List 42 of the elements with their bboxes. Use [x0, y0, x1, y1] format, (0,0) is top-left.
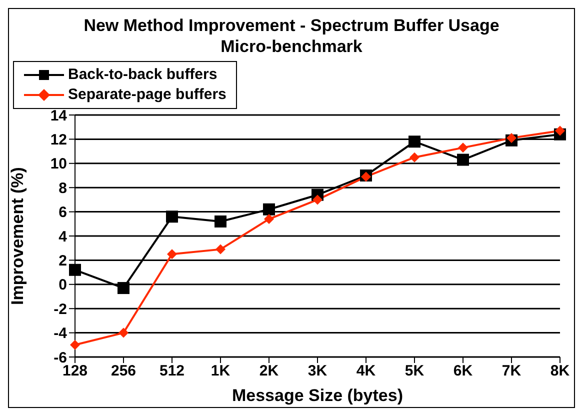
- x-tick-label: 1K: [210, 362, 230, 380]
- point: [408, 136, 420, 148]
- x-tick-label: 3K: [308, 362, 328, 380]
- point: [410, 152, 420, 162]
- y-tick-label: 6: [58, 204, 67, 222]
- legend-label: Back-to-back buffers: [68, 65, 218, 85]
- point: [167, 249, 177, 260]
- chart-title: New Method Improvement - Spectrum Buffer Usage Micro-benchmark: [82, 15, 500, 57]
- point: [69, 264, 81, 276]
- y-tick-label: 8: [58, 180, 67, 197]
- point: [263, 203, 275, 216]
- y-tick-label: 14: [50, 107, 68, 124]
- x-tick-label: 4K: [356, 362, 376, 380]
- point: [506, 132, 516, 143]
- point: [216, 244, 226, 254]
- x-axis-title: Message Size (bytes): [232, 386, 404, 405]
- x-tick-label: 6K: [453, 362, 473, 380]
- point: [312, 194, 322, 205]
- y-tick-label: -2: [54, 300, 67, 318]
- y-tick-label: 0: [58, 276, 67, 294]
- x-tick-label: 5K: [404, 362, 424, 380]
- legend-label: Separate-page buffers: [68, 85, 226, 105]
- x-tick-label: 2K: [259, 362, 279, 380]
- point: [166, 210, 178, 223]
- x-tick-label: 8K: [550, 362, 570, 380]
- y-tick-label: 12: [50, 132, 67, 149]
- point: [118, 282, 130, 294]
- x-tick-label: 256: [110, 362, 136, 380]
- point: [214, 215, 226, 228]
- point: [457, 154, 469, 166]
- y-axis-title: Improvement (%): [8, 167, 28, 305]
- point: [118, 328, 128, 338]
- y-tick-label: -4: [54, 325, 68, 342]
- point: [70, 340, 80, 350]
- point: [555, 126, 565, 136]
- point: [264, 214, 274, 224]
- y-tick-label: 4: [58, 228, 68, 246]
- y-tick-label: 10: [50, 156, 67, 173]
- y-tick-label: 2: [58, 252, 67, 270]
- x-tick-label: 7K: [502, 362, 522, 380]
- x-tick-label: 512: [159, 362, 185, 380]
- point: [458, 142, 468, 153]
